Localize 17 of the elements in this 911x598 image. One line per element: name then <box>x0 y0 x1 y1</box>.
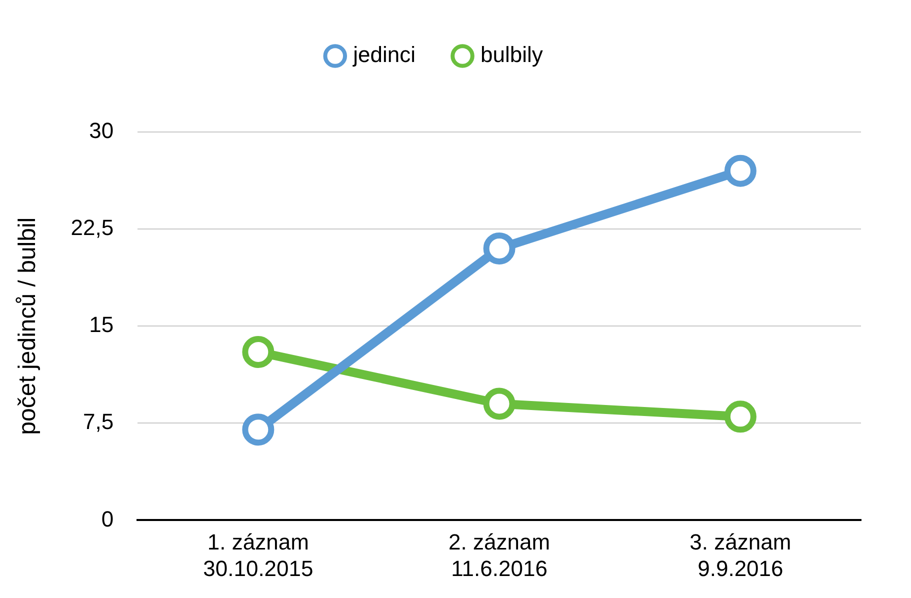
point <box>483 388 516 420</box>
point <box>242 336 274 368</box>
point <box>242 414 274 446</box>
point <box>724 154 756 187</box>
point <box>483 232 516 264</box>
x-tick-label: 1. záznam 30.10.2015 <box>203 529 314 581</box>
x-tick-label: 2. záznam 11.6.2016 <box>448 529 550 581</box>
y-tick-label: 15 <box>89 312 114 338</box>
y-tick-label: 30 <box>89 118 114 144</box>
legend-label: bulbily <box>480 42 543 68</box>
y-tick-label: 0 <box>101 506 114 532</box>
x-tick-label: 3. záznam 9.9.2016 <box>690 529 792 581</box>
y-tick-label: 7,5 <box>83 409 114 434</box>
y-tick-label: 22,5 <box>70 215 114 240</box>
point <box>724 400 756 433</box>
legend-label: jedinci <box>352 42 416 68</box>
y-axis-title: počet jedinců / bulbil <box>14 217 42 435</box>
